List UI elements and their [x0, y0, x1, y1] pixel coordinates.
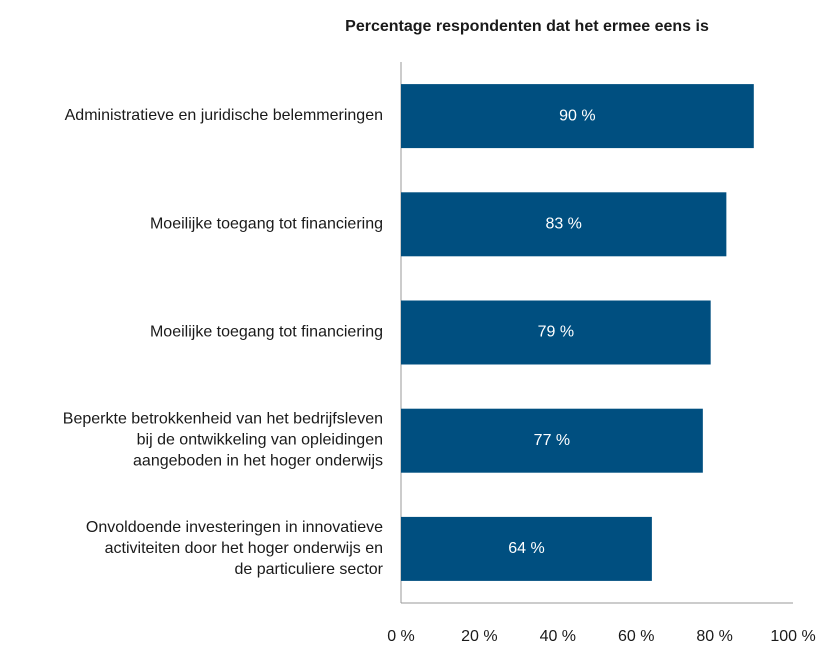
bar [401, 300, 711, 365]
x-tick-label: 80 % [696, 628, 732, 645]
category-label: Onvoldoende investeringen in innovatieve… [86, 519, 384, 578]
x-tick-label: 40 % [540, 628, 576, 645]
category-label: Moeilijke toegang tot financiering [150, 216, 383, 233]
value-label: 64 % [508, 540, 544, 557]
x-tick-label: 0 % [387, 628, 415, 645]
category-label: Administratieve en juridische belemmerin… [65, 107, 383, 124]
x-tick-label: 100 % [770, 628, 815, 645]
value-label: 90 % [559, 107, 595, 124]
value-label: 83 % [545, 216, 581, 233]
bar [401, 192, 727, 257]
value-label: 77 % [534, 432, 570, 449]
category-label: Moeilijke toegang tot financiering [150, 324, 383, 341]
bar [401, 84, 754, 149]
bar [401, 408, 703, 473]
x-tick-label: 60 % [618, 628, 654, 645]
x-tick-label: 20 % [461, 628, 497, 645]
chart-title: Percentage respondenten dat het ermee ee… [345, 18, 709, 35]
bar [401, 516, 652, 581]
category-label: Beperkte betrokkenheid van het bedrijfsl… [63, 411, 383, 470]
value-label: 79 % [538, 324, 574, 341]
